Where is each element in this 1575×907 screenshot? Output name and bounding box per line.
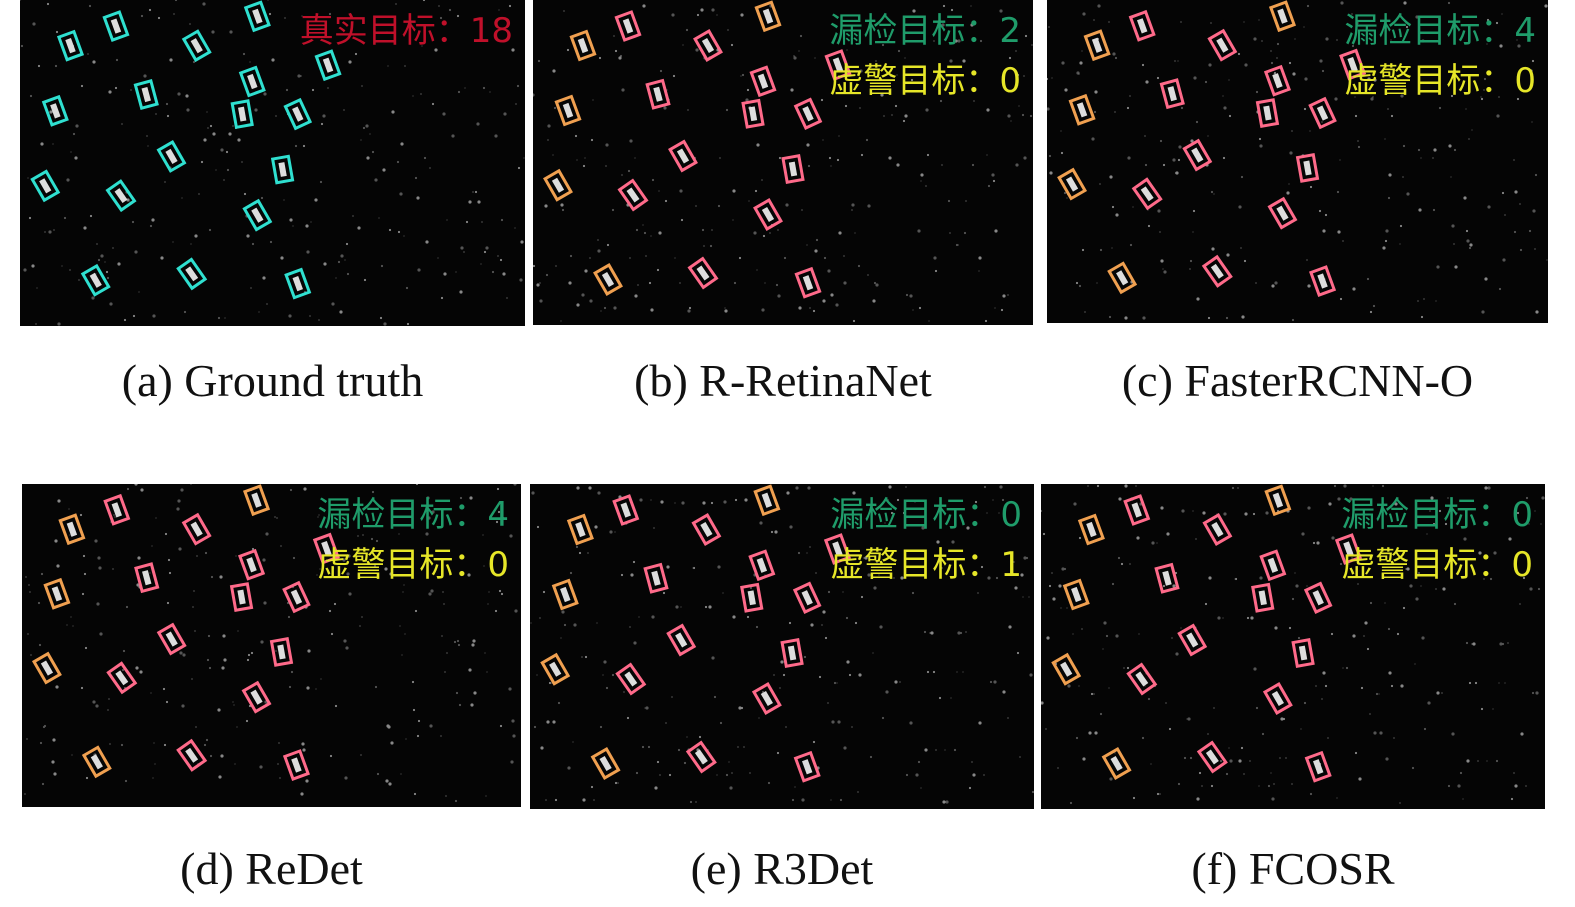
overlay-count: 漏检目标：4 [317,495,509,535]
panel-caption: (b) R-RetinaNet [634,355,932,406]
overlay-count: 虚警目标：1 [830,545,1022,585]
sar-image [1041,484,1545,805]
overlay-count: 漏检目标：0 [830,495,1022,535]
overlay-count: 漏检目标：2 [829,11,1021,51]
overlay-count: 虚警目标：0 [317,545,509,585]
result-panel: 漏检目标：0 虚警目标：0 [1041,484,1545,809]
panel-caption: (e) R3Det [690,843,874,894]
overlay-count: 虚警目标：0 [1344,61,1536,101]
overlay-count: 漏检目标：4 [1344,11,1536,51]
overlay-count: 虚警目标：0 [1341,545,1533,585]
panel-caption: (c) FasterRCNN-O [1121,355,1474,406]
panel-caption: (a) Ground truth [121,355,424,406]
result-panel: 漏检目标：2 虚警目标：0 [533,0,1033,325]
overlay-count: 虚警目标：0 [829,61,1021,101]
sar-image [533,0,1033,323]
sar-image [20,0,525,326]
sar-image [1047,0,1548,322]
result-panel: 漏检目标：4 虚警目标：0 [1047,0,1548,323]
result-panel: 真实目标：18 [20,0,525,326]
overlay-count: 漏检目标：0 [1341,495,1533,535]
overlay-count: 真实目标：18 [299,11,513,51]
panel-caption: (d) ReDet [180,843,363,894]
result-panel: 漏检目标：0 虚警目标：1 [530,484,1034,809]
sar-image [24,484,518,803]
result-panel: 漏检目标：4 虚警目标：0 [22,484,521,807]
sar-image [530,484,1034,804]
panel-caption: (f) FCOSR [1191,843,1395,894]
